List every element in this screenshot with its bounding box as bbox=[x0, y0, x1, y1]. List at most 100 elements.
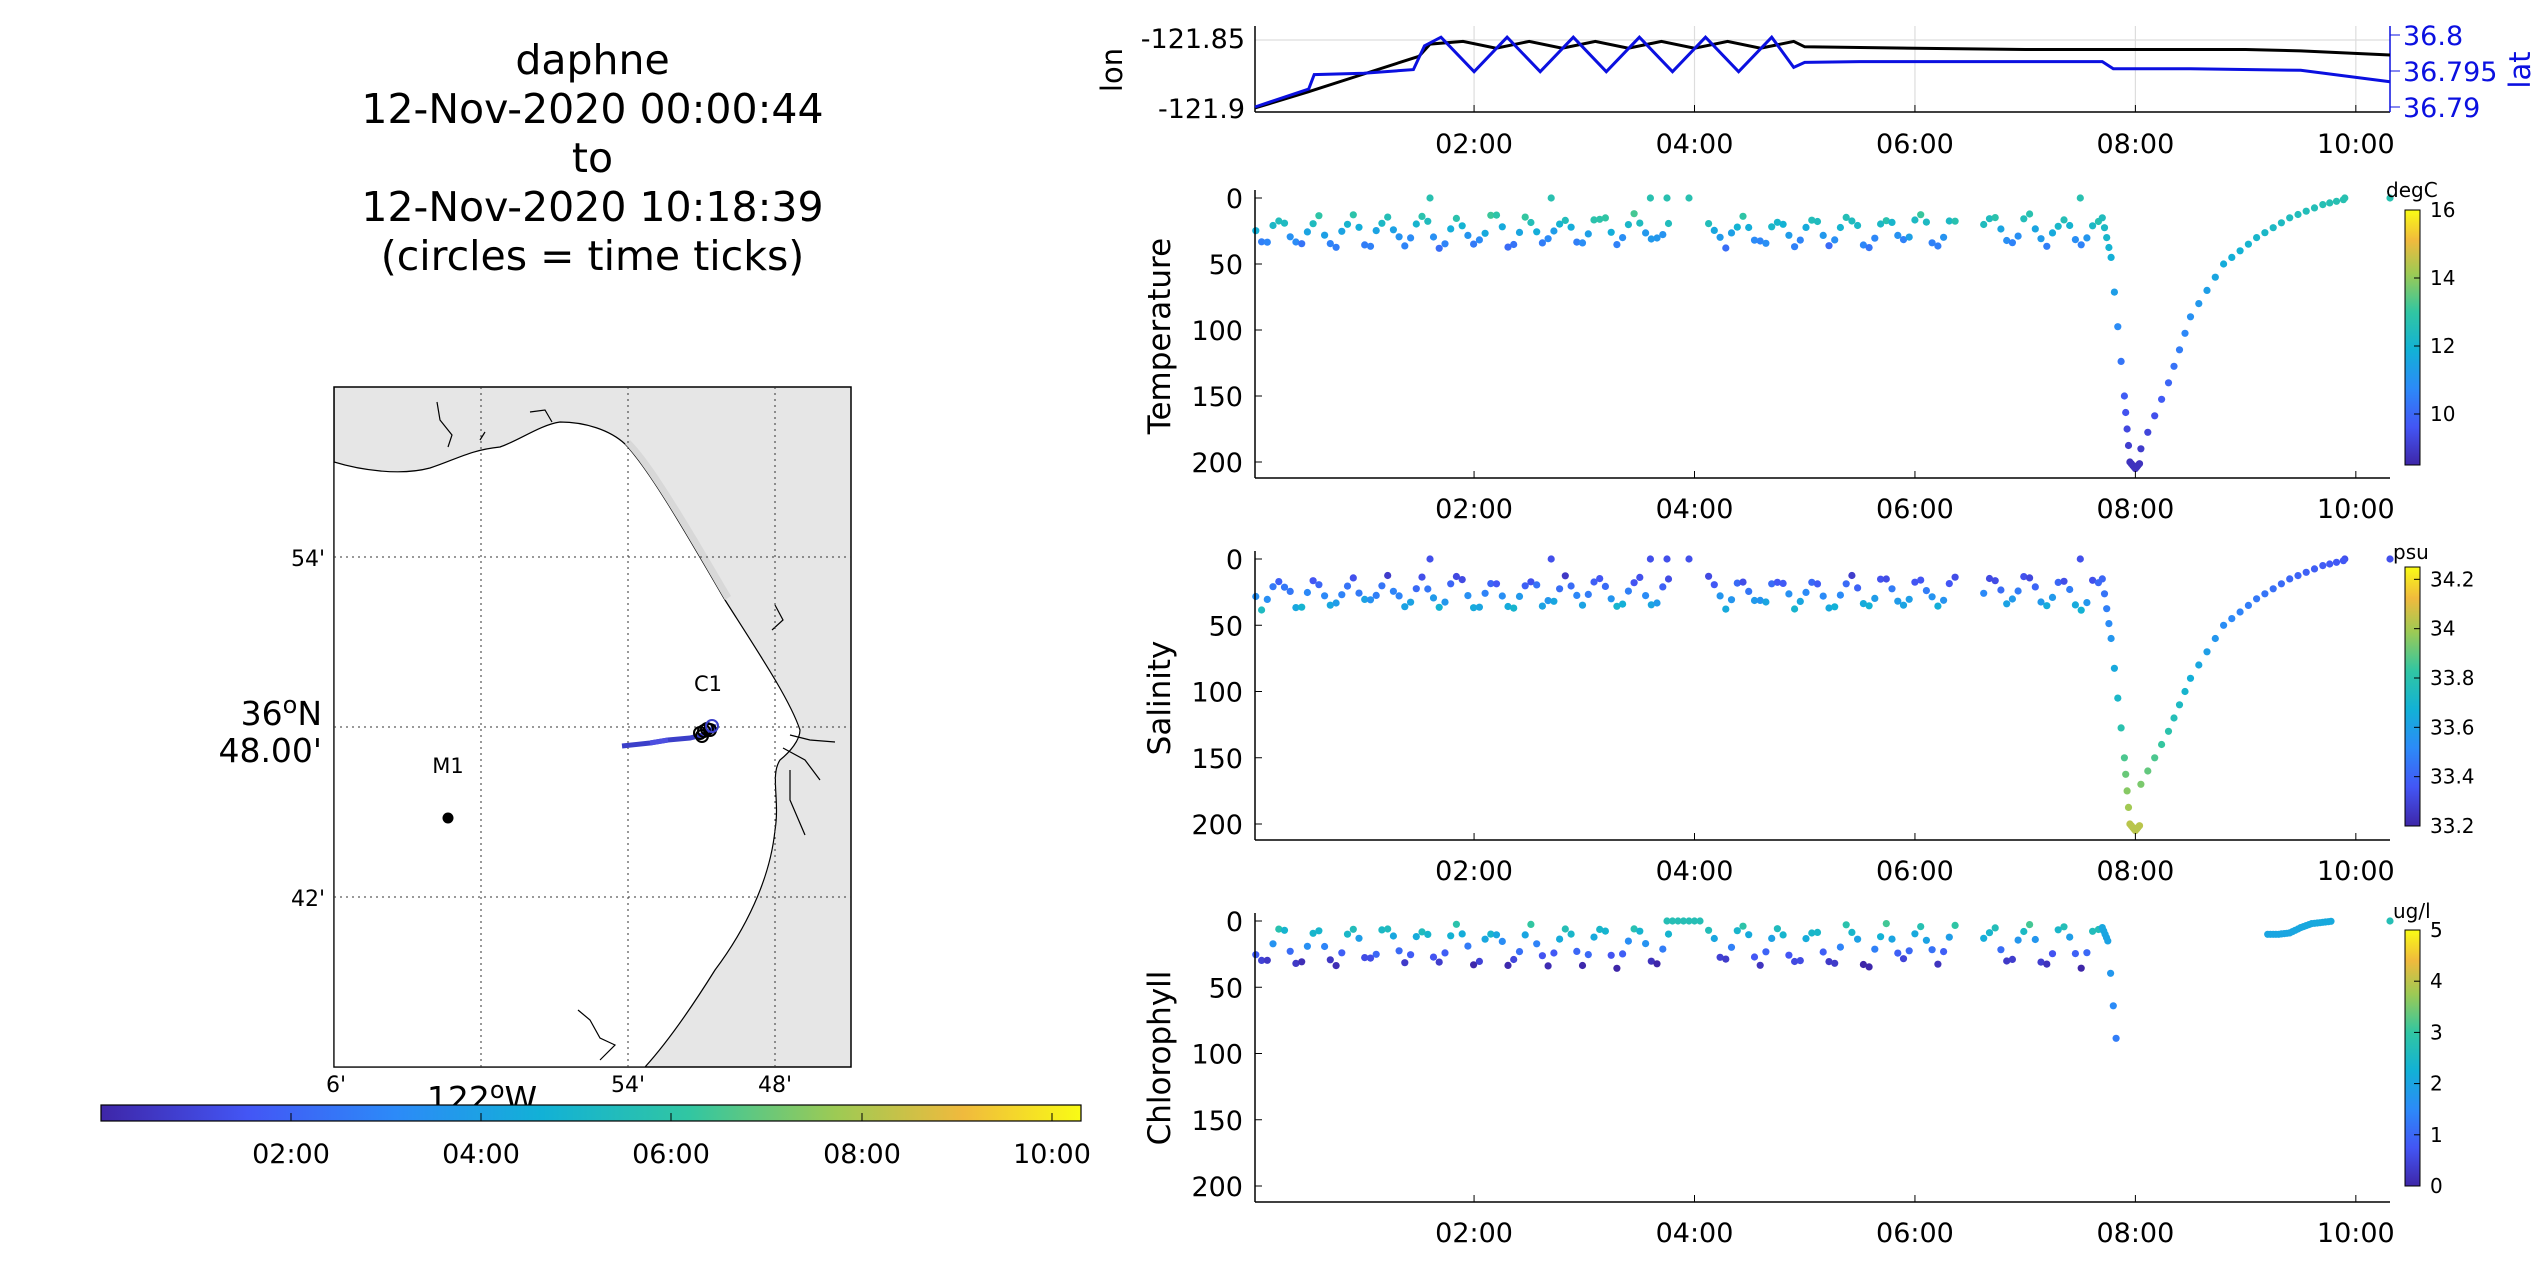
data-point bbox=[2076, 194, 2084, 202]
data-point bbox=[2253, 234, 2261, 242]
data-point bbox=[2037, 598, 2045, 606]
data-point bbox=[1710, 581, 1718, 589]
data-point bbox=[1865, 602, 1873, 610]
data-point bbox=[1515, 228, 1524, 236]
data-point bbox=[1613, 964, 1621, 972]
x-tick-label: 10:00 bbox=[2317, 1218, 2395, 1249]
data-point bbox=[1756, 961, 1764, 969]
x-tick-label: 10:00 bbox=[2317, 856, 2395, 887]
data-point bbox=[2048, 229, 2057, 237]
data-point bbox=[1292, 959, 1300, 968]
data-point bbox=[1945, 217, 1953, 225]
data-point bbox=[2003, 957, 2011, 965]
data-point bbox=[1762, 598, 1770, 606]
data-point bbox=[1544, 962, 1552, 970]
data-point bbox=[1561, 216, 1569, 224]
data-point bbox=[1470, 961, 1478, 969]
data-point bbox=[1521, 213, 1529, 221]
data-point bbox=[1515, 592, 1524, 601]
data-point bbox=[1865, 244, 1873, 252]
data-point bbox=[1882, 920, 1890, 928]
data-point bbox=[1940, 948, 1948, 956]
data-point bbox=[1647, 957, 1655, 965]
x-tick-label: 04:00 bbox=[1656, 494, 1734, 525]
data-point bbox=[2107, 634, 2115, 643]
data-point bbox=[1447, 225, 1455, 233]
colorbar-tick-label: 33.2 bbox=[2430, 814, 2475, 838]
data-point bbox=[1544, 235, 1552, 243]
data-point bbox=[1275, 217, 1283, 225]
data-point bbox=[1613, 241, 1621, 249]
data-point bbox=[1679, 917, 1688, 925]
y-tick-label: 150 bbox=[1191, 1106, 1243, 1137]
data-point bbox=[1854, 221, 1862, 230]
data-point bbox=[1343, 930, 1352, 938]
data-point bbox=[1275, 925, 1283, 933]
data-point bbox=[2195, 300, 2203, 308]
data-point bbox=[1888, 218, 1896, 226]
data-point bbox=[1710, 226, 1718, 234]
data-point bbox=[2261, 590, 2269, 598]
data-point bbox=[1492, 211, 1501, 219]
data-point bbox=[1848, 571, 1856, 580]
data-point bbox=[1378, 926, 1386, 934]
data-point bbox=[1286, 233, 1294, 241]
data-point bbox=[2071, 601, 2079, 609]
data-point bbox=[2077, 964, 2085, 972]
data-point bbox=[1796, 236, 1804, 244]
data-point bbox=[1447, 932, 1455, 940]
data-point bbox=[1292, 604, 1300, 612]
data-point bbox=[1384, 213, 1392, 221]
data-point bbox=[1435, 244, 1443, 252]
data-point bbox=[1550, 949, 1558, 957]
data-point bbox=[2037, 958, 2045, 966]
data-point bbox=[1630, 579, 1638, 587]
data-point bbox=[2211, 273, 2219, 281]
data-point bbox=[1685, 555, 1693, 563]
data-point bbox=[2220, 621, 2228, 629]
data-point bbox=[2048, 593, 2057, 602]
y-tick-label: 0 bbox=[1226, 545, 1243, 576]
data-point bbox=[1877, 220, 1885, 228]
time-colorbar: 02:00 04:00 06:00 08:00 10:00 bbox=[100, 1104, 1091, 1170]
data-point bbox=[1888, 935, 1896, 943]
map-lat-tick-42: 42' bbox=[291, 887, 325, 912]
data-point bbox=[1481, 589, 1489, 597]
data-point bbox=[1750, 236, 1759, 244]
data-point bbox=[1997, 225, 2005, 233]
data-point bbox=[1848, 928, 1856, 937]
data-point bbox=[1258, 606, 1266, 614]
data-point bbox=[1498, 937, 1506, 946]
data-point bbox=[1727, 229, 1736, 237]
data-point bbox=[1619, 600, 1627, 608]
data-point bbox=[1685, 194, 1693, 202]
data-point bbox=[2236, 608, 2244, 616]
data-point bbox=[2031, 935, 2039, 944]
data-point bbox=[1412, 220, 1420, 228]
data-point bbox=[2319, 562, 2327, 570]
data-point bbox=[1750, 953, 1759, 961]
data-point bbox=[1636, 219, 1644, 227]
data-point bbox=[1934, 602, 1942, 610]
data-point bbox=[1418, 928, 1426, 936]
data-point bbox=[2031, 583, 2039, 591]
data-point bbox=[2327, 917, 2335, 925]
data-point bbox=[1940, 233, 1948, 241]
data-point bbox=[1848, 217, 1856, 225]
data-point bbox=[1332, 962, 1340, 970]
data-point bbox=[1447, 580, 1455, 588]
data-point bbox=[1515, 948, 1524, 956]
data-point bbox=[1343, 582, 1352, 590]
data-point bbox=[1894, 597, 1902, 605]
time-colorbar-tick-1000: 10:00 bbox=[1013, 1139, 1091, 1170]
data-point bbox=[2175, 346, 2184, 354]
data-point bbox=[1836, 943, 1844, 951]
data-point bbox=[1819, 948, 1827, 956]
data-point bbox=[1470, 240, 1478, 248]
colorbar-tick-label: 33.8 bbox=[2430, 666, 2475, 690]
data-point bbox=[1601, 582, 1609, 591]
data-point bbox=[1372, 950, 1380, 958]
data-point bbox=[2203, 286, 2211, 294]
data-point bbox=[1252, 592, 1260, 601]
data-point bbox=[1584, 590, 1592, 599]
